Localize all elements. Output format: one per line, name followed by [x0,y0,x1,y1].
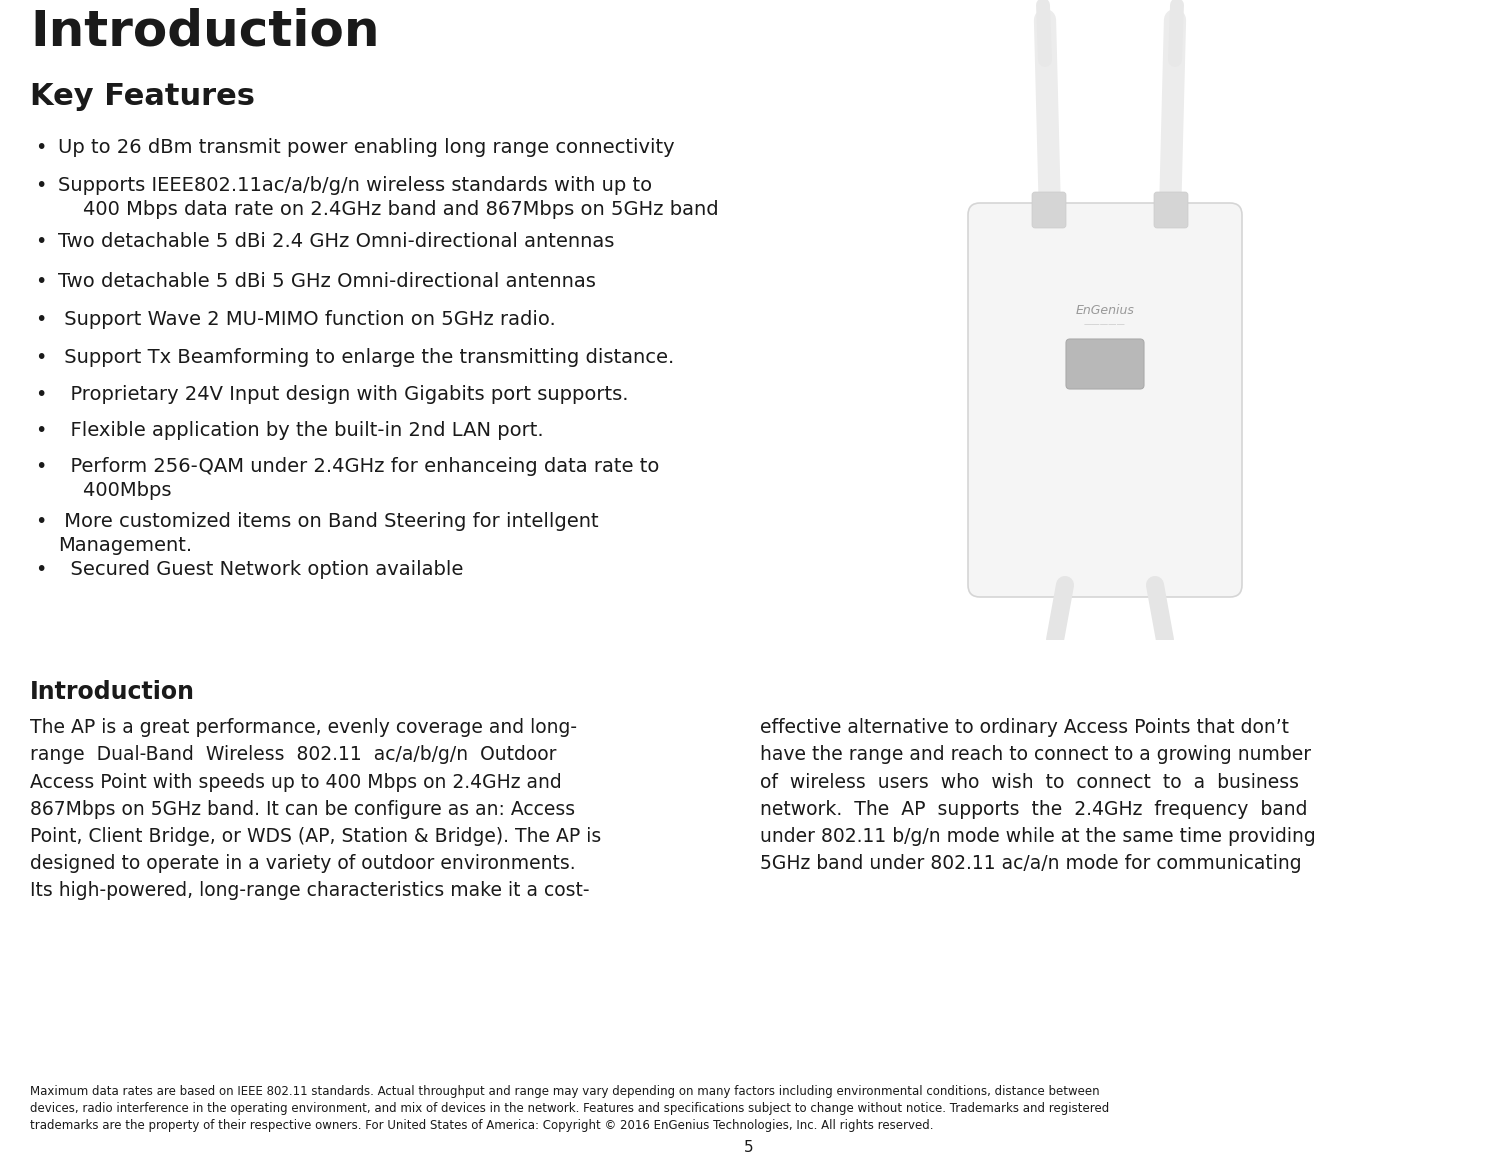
Text: Supports IEEE802.11ac/a/b/g/n wireless standards with up to
    400 Mbps data ra: Supports IEEE802.11ac/a/b/g/n wireless s… [58,176,718,219]
FancyBboxPatch shape [1066,339,1144,389]
Text: •: • [34,176,46,195]
Text: Key Features: Key Features [30,82,255,111]
Text: Secured Guest Network option available: Secured Guest Network option available [58,560,463,579]
Text: Support Tx Beamforming to enlarge the transmitting distance.: Support Tx Beamforming to enlarge the tr… [58,348,675,367]
Text: —————: ————— [1084,320,1126,329]
Text: Proprietary 24V Input design with Gigabits port supports.: Proprietary 24V Input design with Gigabi… [58,384,628,404]
Text: Introduction: Introduction [30,8,379,56]
Text: •: • [34,272,46,291]
Text: The AP is a great performance, evenly coverage and long-
range  Dual-Band  Wirel: The AP is a great performance, evenly co… [30,718,601,900]
Text: •: • [34,457,46,476]
FancyBboxPatch shape [968,203,1243,597]
Text: Two detachable 5 dBi 5 GHz Omni-directional antennas: Two detachable 5 dBi 5 GHz Omni-directio… [58,272,597,291]
Text: Perform 256-QAM under 2.4GHz for enhanceing data rate to
    400Mbps: Perform 256-QAM under 2.4GHz for enhance… [58,457,660,500]
Text: •: • [34,348,46,367]
Text: •: • [34,138,46,157]
Text: •: • [34,232,46,251]
Text: •: • [34,421,46,440]
Text: effective alternative to ordinary Access Points that don’t
have the range and re: effective alternative to ordinary Access… [760,718,1316,873]
Text: Flexible application by the built-in 2nd LAN port.: Flexible application by the built-in 2nd… [58,421,544,440]
Text: Maximum data rates are based on IEEE 802.11 standards. Actual throughput and ran: Maximum data rates are based on IEEE 802… [30,1085,1109,1132]
Text: More customized items on Band Steering for intellgent
Management.: More customized items on Band Steering f… [58,512,598,556]
Text: •: • [34,384,46,404]
Text: Two detachable 5 dBi 2.4 GHz Omni-directional antennas: Two detachable 5 dBi 2.4 GHz Omni-direct… [58,232,615,251]
Text: 5: 5 [744,1140,754,1154]
Text: Introduction: Introduction [30,680,195,704]
FancyBboxPatch shape [1154,192,1189,229]
Text: Up to 26 dBm transmit power enabling long range connectivity: Up to 26 dBm transmit power enabling lon… [58,138,675,157]
Text: •: • [34,560,46,579]
Text: •: • [34,311,46,329]
FancyBboxPatch shape [1031,192,1066,229]
Text: EnGenius: EnGenius [1076,304,1135,316]
Text: Support Wave 2 MU-MIMO function on 5GHz radio.: Support Wave 2 MU-MIMO function on 5GHz … [58,311,556,329]
Text: •: • [34,512,46,531]
